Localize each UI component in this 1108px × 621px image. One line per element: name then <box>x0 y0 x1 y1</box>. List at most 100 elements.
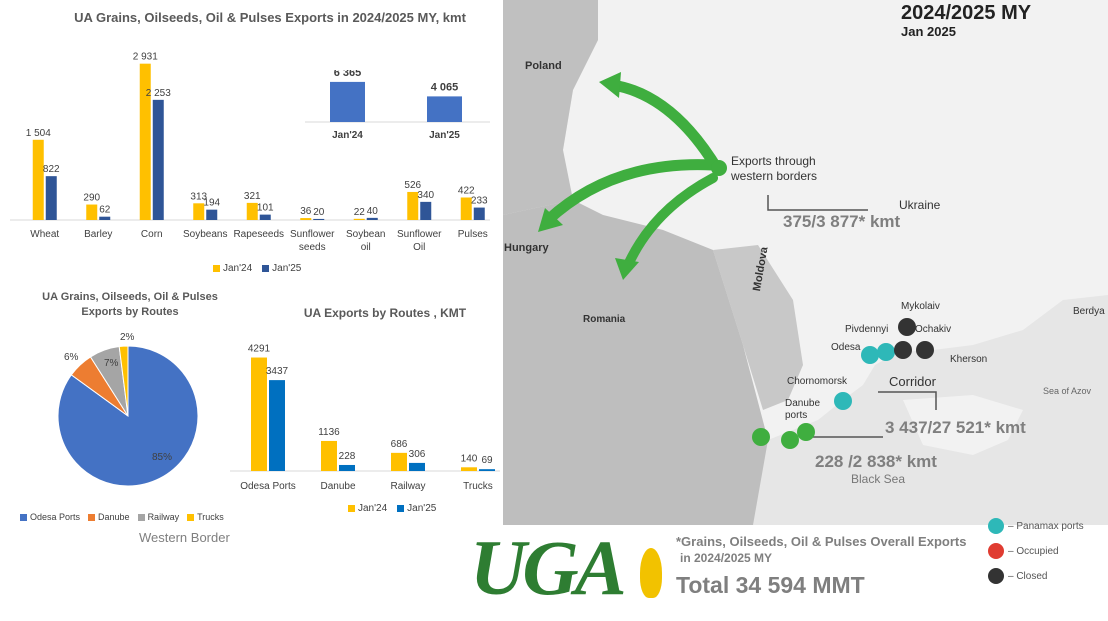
anchor-occupied-icon <box>988 543 1004 559</box>
routes-pie-chart: 85% 6% 7% 2% <box>57 332 199 487</box>
label-mykolaiv: Mykolaiv <box>901 301 940 312</box>
inset-bar-0 <box>330 81 365 122</box>
routes-data-label: 228 <box>339 451 356 462</box>
routes-data-label: 4291 <box>248 344 271 355</box>
label-danube-ports: Danube ports <box>785 398 821 421</box>
bar-soybeans-1 <box>206 209 218 220</box>
routes-category-label: Odesa Ports <box>240 481 296 492</box>
footer-total: Total 34 594 MMT <box>676 572 865 598</box>
bar-corn-1 <box>152 99 164 220</box>
bar-sunflower-seeds-0 <box>300 218 312 220</box>
label-romania: Romania <box>583 314 626 325</box>
routes-category-label: Danube <box>320 481 355 492</box>
data-label: 2 931 <box>133 52 158 63</box>
category-label: Pulses <box>458 229 488 240</box>
port-legend-occupied: – Occupied <box>988 543 1084 559</box>
uga-logo: UGA <box>470 524 627 611</box>
bar-soybean-oil-1 <box>366 217 378 220</box>
routes-bar-railway-1 <box>409 462 425 471</box>
data-label: 340 <box>417 190 434 201</box>
routes-data-label: 306 <box>409 449 426 460</box>
category-label: Rapeseeds <box>233 229 284 240</box>
category-label: Oil <box>413 242 425 253</box>
routes-data-label: 140 <box>461 453 478 464</box>
data-label: 422 <box>458 185 475 196</box>
pie-slice-trucks <box>118 345 129 417</box>
bar-corn-0 <box>139 63 151 221</box>
pie-title: UA Grains, Oilseeds, Oil & Pulses Export… <box>42 291 218 318</box>
routes-bar-odesa-ports-0 <box>251 357 267 471</box>
data-label: 22 <box>354 207 366 218</box>
label-sea-of-azov: Sea of Azov <box>1043 386 1092 396</box>
bar-rapeseeds-0 <box>246 202 258 220</box>
port-icons <box>752 318 934 449</box>
total-exports-inset-chart: 6 365 Jan'24 4 065 Jan'25 <box>305 70 490 141</box>
routes-chart-title: UA Exports by Routes , KMT <box>303 306 467 320</box>
pie-label: 85% <box>152 452 172 463</box>
label-poland: Poland <box>525 60 562 72</box>
anchor-closed-icon <box>988 568 1004 584</box>
port-legend-closed: – Closed <box>988 568 1084 584</box>
data-label: 290 <box>83 193 100 204</box>
category-label: Soybean <box>346 229 385 240</box>
category-label: Barley <box>84 229 112 240</box>
map-background <box>503 0 1108 525</box>
routes-bar-danube-0 <box>321 440 337 471</box>
chart1-legend: Jan'24 Jan'25 <box>213 263 301 274</box>
bar-sunflower-seeds-1 <box>313 218 325 220</box>
data-label: 101 <box>257 203 274 214</box>
data-label: 20 <box>313 207 325 218</box>
routes-bar-railway-0 <box>391 452 407 471</box>
chart1-title: UA Grains, Oilseeds, Oil & Pulses Export… <box>74 10 466 25</box>
pie-caption: Western Border <box>139 530 230 545</box>
bar-pulses-1 <box>473 207 485 220</box>
routes-bar-danube-1 <box>339 464 355 471</box>
bar-wheat-0 <box>32 139 44 220</box>
category-label: oil <box>361 242 371 253</box>
footer-note-line1: *Grains, Oilseeds, Oil & Pulses Overall … <box>676 534 967 549</box>
legend-item-trucks: Trucks <box>187 512 224 522</box>
category-label: seeds <box>299 242 326 253</box>
legend-item-danube: Danube <box>88 512 130 522</box>
routes-bar-odesa-ports-1 <box>269 380 285 471</box>
inset-data-label: 6 365 <box>334 70 362 79</box>
label-odesa: Odesa <box>831 342 861 353</box>
label-ochakiv: Ochakiv <box>915 324 952 335</box>
pie-legend: Odesa Ports Danube Railway Trucks <box>20 512 224 522</box>
data-label: 313 <box>190 191 207 202</box>
bar-barley-1 <box>99 216 111 220</box>
legend-item-jan25: Jan'25 <box>262 263 301 274</box>
legend-item-railway: Railway <box>137 512 179 522</box>
label-hungary: Hungary <box>504 242 549 254</box>
data-label: 233 <box>471 196 488 207</box>
figure-corridor: 3 437/27 521* kmt <box>885 418 1026 437</box>
data-label: 40 <box>367 206 379 217</box>
port-legend: – Panamax ports – Occupied – Closed <box>988 518 1084 584</box>
legend-item-jan24: Jan'24 <box>213 263 252 274</box>
label-ukraine: Ukraine <box>899 198 941 212</box>
map-heading: 2024/2025 MY <box>901 2 1032 24</box>
map-subheading: Jan 2025 <box>901 24 956 39</box>
inset-data-label: 4 065 <box>431 81 459 93</box>
bar-rapeseeds-1 <box>259 214 271 220</box>
legend-item-jan25-routes: Jan'25 <box>397 503 436 514</box>
data-label: 321 <box>244 191 261 202</box>
data-label: 1 504 <box>26 128 51 139</box>
bar-soybean-oil-0 <box>353 218 365 220</box>
data-label: 822 <box>43 164 60 175</box>
label-kherson: Kherson <box>950 354 988 365</box>
footer-note-line2: in 2024/2025 MY <box>680 551 773 565</box>
label-berdyansk: Berdya <box>1073 306 1105 317</box>
routes-category-label: Railway <box>390 481 425 492</box>
routes-category-label: Trucks <box>463 481 493 492</box>
bar-barley-0 <box>86 204 98 220</box>
anchor-panamax-icon <box>988 518 1004 534</box>
category-label: Corn <box>141 229 163 240</box>
export-map: 2024/2025 MY Jan 2025 Poland Ukraine Hun… <box>503 0 1108 525</box>
label-chornomorsk: Chornomorsk <box>787 376 848 387</box>
port-legend-panamax: – Panamax ports <box>988 518 1084 534</box>
figure-danube: 228 /2 838* kmt <box>815 452 937 471</box>
footer-note: *Grains, Oilseeds, Oil & Pulses Overall … <box>676 533 966 567</box>
data-label: 36 <box>300 206 312 217</box>
